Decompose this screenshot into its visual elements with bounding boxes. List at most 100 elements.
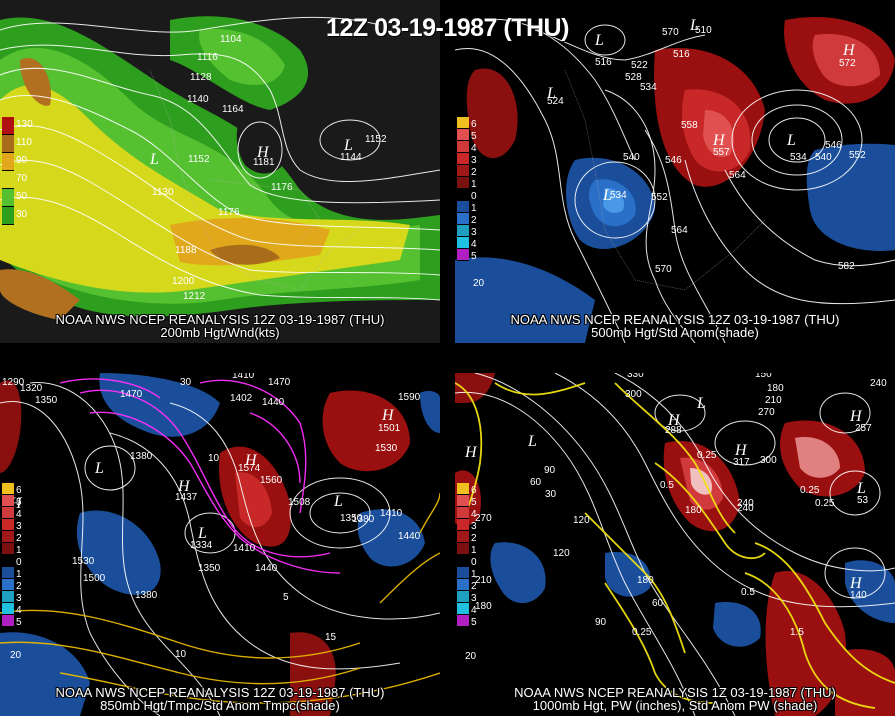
contour-label: 1164	[222, 104, 244, 115]
anom-legend: 6 5 4 3 2 1 0 1 2 3 4 5	[457, 483, 477, 628]
contour-label: 572	[839, 58, 856, 69]
pw-label: 0.25	[632, 627, 652, 638]
contour-label: 140	[850, 590, 867, 601]
contour-label: 120	[553, 548, 570, 559]
panel-200mb: L H L 1104 1116 1128 1140 1164 1152 1176…	[0, 0, 440, 343]
panel-subtitle: 850mb Hgt/Tmpc/Std Anom Tmpc(shade)	[100, 698, 340, 713]
contour-label: 564	[671, 225, 688, 236]
contour-label: 1574	[238, 463, 261, 474]
contour-label: 516	[673, 49, 690, 60]
low-center-1: L	[856, 480, 866, 497]
contour-label: 1290	[2, 377, 25, 388]
contour-label: 210	[765, 395, 782, 406]
contour-label: 564	[729, 170, 746, 181]
contour-label: 570	[662, 27, 679, 38]
panel-caption: NOAA NWS NCEP REANALYSIS 12Z 03-19-1987 …	[510, 312, 840, 327]
contour-label: 300	[625, 389, 642, 400]
contour-label: 522	[631, 60, 648, 71]
contour-label: 1560	[260, 475, 283, 486]
contour-label: 1470	[120, 389, 143, 400]
contour-label: 1500	[83, 573, 106, 584]
contour-label: 1334	[190, 540, 213, 551]
contour-label: 240	[737, 498, 754, 509]
low-center-5: L	[602, 187, 612, 204]
contour-label: 1140	[187, 94, 209, 105]
panel-subtitle: 200mb Hgt/Wnd(kts)	[160, 325, 280, 340]
low-center-2: L	[594, 32, 604, 49]
contour-label: 1410	[232, 373, 255, 381]
pw-label: 1.5	[790, 627, 804, 638]
panel-1000mb: H H H L H H L L 330 300 240 150 180 210 …	[455, 373, 895, 716]
contour-label: 540	[623, 152, 640, 163]
contour-label: 300	[760, 455, 777, 466]
contour-label: 257	[855, 423, 872, 434]
low-center-3: L	[333, 493, 343, 510]
low-center-1: L	[546, 85, 556, 102]
high-center-1: H	[667, 412, 681, 429]
contour-label: 546	[665, 155, 682, 166]
isotherm-label: 30	[180, 377, 192, 388]
contour-label: 60	[530, 477, 542, 488]
isotherm-label: 5	[283, 592, 289, 603]
contour-label: 240	[870, 378, 887, 389]
contour-label: 528	[625, 72, 642, 83]
contour-label: 1380	[352, 514, 375, 525]
contour-label: 558	[681, 120, 698, 131]
isotherm-label: 20	[10, 650, 22, 661]
contour-label: 1530	[72, 556, 95, 567]
high-center-1: H	[712, 132, 726, 149]
contour-label: 534	[790, 152, 807, 163]
contour-label: 1501	[378, 423, 401, 434]
panel-subtitle: 500mb Hgt/Std Anom(shade)	[591, 325, 759, 340]
contour-label: 288	[665, 425, 682, 436]
map-200mb: L H L 1104 1116 1128 1140 1164 1152 1176…	[0, 0, 440, 343]
isotherm-label: 10	[175, 649, 187, 660]
contour-label: 1212	[183, 291, 206, 302]
isotherm-label: 15	[325, 632, 337, 643]
panel-caption: NOAA NWS NCEP REANALYSIS 1Z 03-19-1987 (…	[514, 685, 836, 700]
low-center-2: L	[527, 433, 537, 450]
contour-label: 60	[652, 598, 664, 609]
contour-label: 1176	[271, 182, 293, 193]
contour-label: 210	[475, 575, 492, 586]
contour-label: 1176	[218, 207, 240, 218]
low-center-4: L	[786, 132, 796, 149]
pw-label: 0.25	[800, 485, 820, 496]
contour-label: 524	[547, 96, 564, 107]
contour-label: 534	[610, 190, 627, 201]
contour-label: 1144	[340, 152, 362, 163]
wind-legend: 130 110 90 70 50 30	[2, 117, 33, 225]
contour-label: 1470	[268, 377, 291, 388]
contour-label: 1530	[375, 443, 398, 454]
contour-label: 1200	[172, 276, 195, 287]
high-center-3: H	[849, 408, 863, 425]
contour-label: 1104	[220, 34, 242, 45]
panel-caption: NOAA NWS NCEP REANALYSIS 12Z 03-19-1987 …	[55, 312, 385, 327]
anom-legend: 6 5 4 3 2 1 0 1 2 3 4 5	[2, 483, 22, 628]
low-center-1: L	[149, 151, 159, 168]
contour-label: 1440	[255, 563, 278, 574]
contour-label: 1152	[188, 154, 210, 165]
contour-label: 546	[825, 140, 842, 151]
contour-label: 1380	[130, 451, 153, 462]
contour-label: 570	[655, 264, 672, 275]
low-center-1: L	[94, 460, 104, 477]
high-center-1: H	[244, 452, 258, 469]
contour-label: 330	[627, 373, 644, 380]
contour-label: 1181	[253, 157, 275, 168]
contour-label: 1437	[175, 492, 198, 503]
contour-label: 1152	[365, 134, 387, 145]
contour-label: 180	[767, 383, 784, 394]
low-center-3: L	[696, 395, 706, 412]
contour-label: 1402	[230, 393, 253, 404]
low-center-2: L	[197, 525, 207, 542]
high-center-4: H	[849, 575, 863, 592]
contour-label: 1380	[135, 590, 158, 601]
contour-label: 1350	[340, 513, 363, 524]
contour-label: 317	[733, 457, 750, 468]
contour-label: 1350	[198, 563, 221, 574]
contour-label: 552	[651, 192, 668, 203]
map-850mb: L L L H H H H 1290 1320 1350 1470 1410 1…	[0, 373, 440, 716]
contour-label: 1130	[152, 187, 174, 198]
contour-label: 1128	[190, 72, 212, 83]
